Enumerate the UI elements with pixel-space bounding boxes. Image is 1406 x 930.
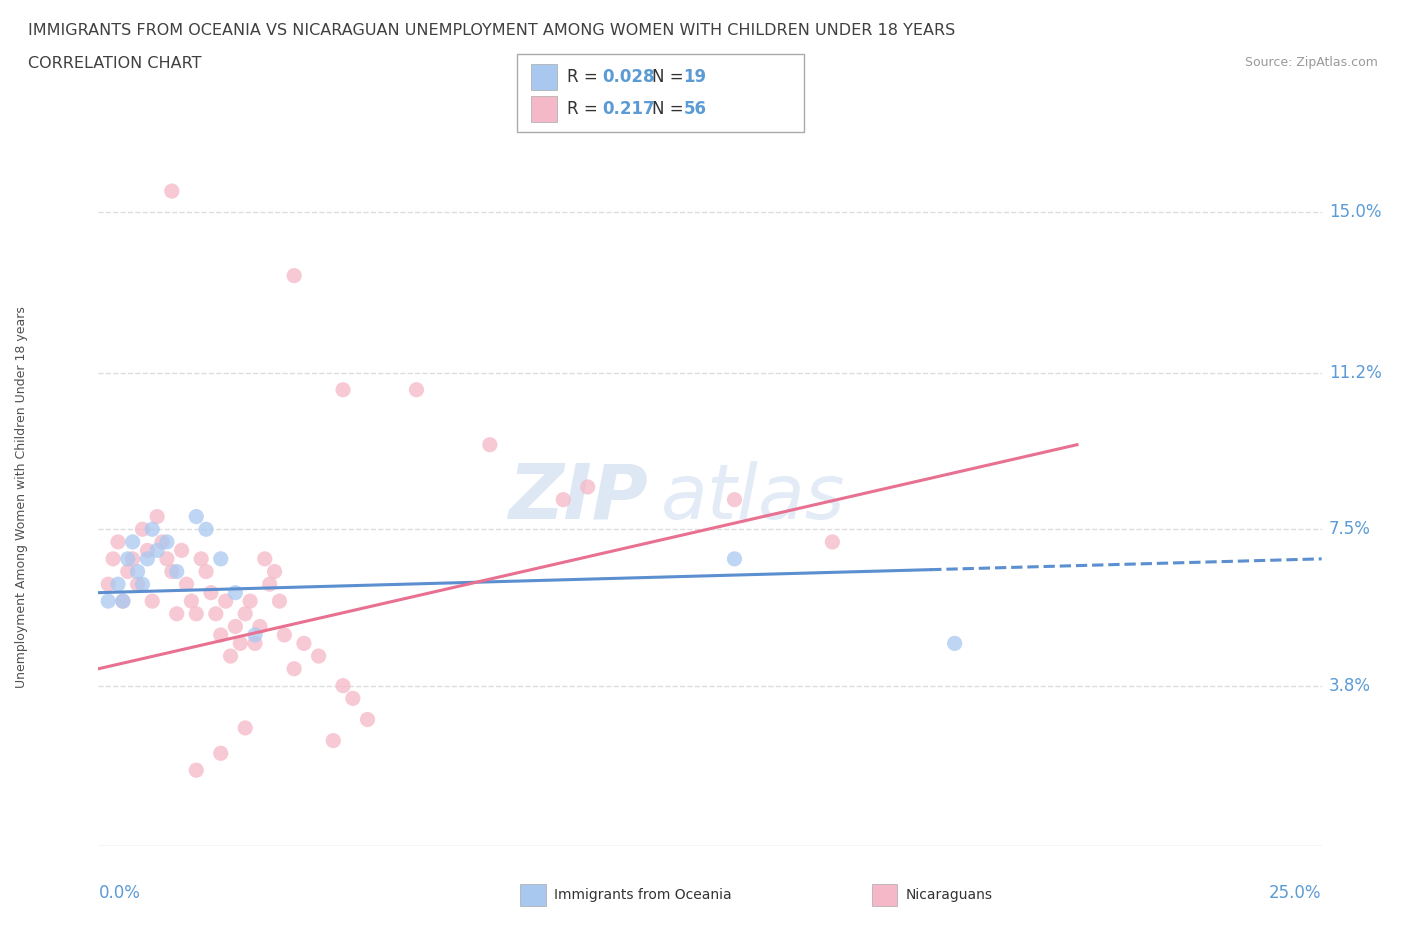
- Point: [127, 577, 149, 591]
- Point: [107, 535, 129, 550]
- Point: [723, 492, 745, 507]
- Point: [356, 712, 378, 727]
- Point: [723, 551, 745, 566]
- Point: [146, 509, 169, 524]
- Point: [249, 619, 271, 634]
- Text: 0.0%: 0.0%: [98, 884, 141, 901]
- Text: 7.5%: 7.5%: [1329, 520, 1371, 538]
- Point: [117, 565, 139, 579]
- Point: [195, 565, 218, 579]
- Text: ZIP: ZIP: [509, 460, 648, 535]
- Text: 3.8%: 3.8%: [1329, 677, 1371, 695]
- Point: [121, 551, 143, 566]
- Point: [553, 492, 575, 507]
- Text: CORRELATION CHART: CORRELATION CHART: [28, 56, 201, 71]
- Point: [180, 593, 202, 608]
- Text: 0.028: 0.028: [602, 68, 654, 86]
- Point: [160, 565, 183, 579]
- Text: Unemployment Among Women with Children Under 18 years: Unemployment Among Women with Children U…: [14, 307, 28, 688]
- Point: [943, 636, 966, 651]
- Point: [170, 543, 193, 558]
- Text: R =: R =: [567, 100, 607, 118]
- Point: [141, 593, 163, 608]
- Text: 15.0%: 15.0%: [1329, 204, 1381, 221]
- Point: [214, 593, 236, 608]
- Text: Nicaraguans: Nicaraguans: [905, 887, 993, 902]
- Point: [821, 535, 844, 550]
- Point: [233, 606, 256, 621]
- Point: [131, 522, 153, 537]
- Point: [292, 636, 315, 651]
- Point: [209, 746, 232, 761]
- Point: [322, 733, 344, 748]
- Point: [166, 606, 188, 621]
- Point: [209, 628, 232, 643]
- Point: [176, 577, 198, 591]
- Point: [224, 585, 246, 600]
- Point: [219, 648, 242, 663]
- Point: [121, 535, 143, 550]
- Point: [141, 522, 163, 537]
- Point: [283, 268, 305, 283]
- Point: [332, 678, 354, 693]
- Point: [186, 606, 208, 621]
- Point: [576, 480, 599, 495]
- Point: [269, 593, 291, 608]
- Point: [273, 628, 295, 643]
- Point: [156, 551, 179, 566]
- Point: [259, 577, 281, 591]
- Point: [97, 577, 120, 591]
- Point: [405, 382, 427, 397]
- Point: [156, 535, 179, 550]
- Point: [332, 382, 354, 397]
- Point: [253, 551, 276, 566]
- Point: [229, 636, 252, 651]
- Text: 19: 19: [683, 68, 706, 86]
- Point: [283, 661, 305, 676]
- Point: [117, 551, 139, 566]
- Text: IMMIGRANTS FROM OCEANIA VS NICARAGUAN UNEMPLOYMENT AMONG WOMEN WITH CHILDREN UND: IMMIGRANTS FROM OCEANIA VS NICARAGUAN UN…: [28, 23, 955, 38]
- Text: Immigrants from Oceania: Immigrants from Oceania: [554, 887, 731, 902]
- Point: [111, 593, 134, 608]
- Text: 56: 56: [683, 100, 706, 118]
- Text: N =: N =: [652, 100, 689, 118]
- Point: [111, 593, 134, 608]
- Point: [342, 691, 364, 706]
- Point: [101, 551, 124, 566]
- Text: Source: ZipAtlas.com: Source: ZipAtlas.com: [1244, 56, 1378, 69]
- Point: [190, 551, 212, 566]
- Point: [160, 183, 183, 198]
- Point: [209, 551, 232, 566]
- Point: [127, 565, 149, 579]
- Point: [308, 648, 330, 663]
- Point: [478, 437, 501, 452]
- Text: 11.2%: 11.2%: [1329, 364, 1382, 382]
- Text: 25.0%: 25.0%: [1270, 884, 1322, 901]
- Point: [239, 593, 262, 608]
- Point: [195, 522, 218, 537]
- Point: [205, 606, 228, 621]
- Point: [131, 577, 153, 591]
- Text: R =: R =: [567, 68, 603, 86]
- Point: [263, 565, 285, 579]
- Point: [233, 721, 256, 736]
- Point: [224, 619, 246, 634]
- Point: [136, 543, 159, 558]
- Point: [136, 551, 159, 566]
- Point: [107, 577, 129, 591]
- Point: [243, 636, 266, 651]
- Point: [150, 535, 173, 550]
- Text: 0.217: 0.217: [602, 100, 654, 118]
- Point: [200, 585, 222, 600]
- Text: N =: N =: [652, 68, 689, 86]
- Point: [186, 763, 208, 777]
- Text: atlas: atlas: [661, 460, 845, 535]
- Point: [166, 565, 188, 579]
- Point: [243, 628, 266, 643]
- Point: [97, 593, 120, 608]
- Point: [146, 543, 169, 558]
- Point: [186, 509, 208, 524]
